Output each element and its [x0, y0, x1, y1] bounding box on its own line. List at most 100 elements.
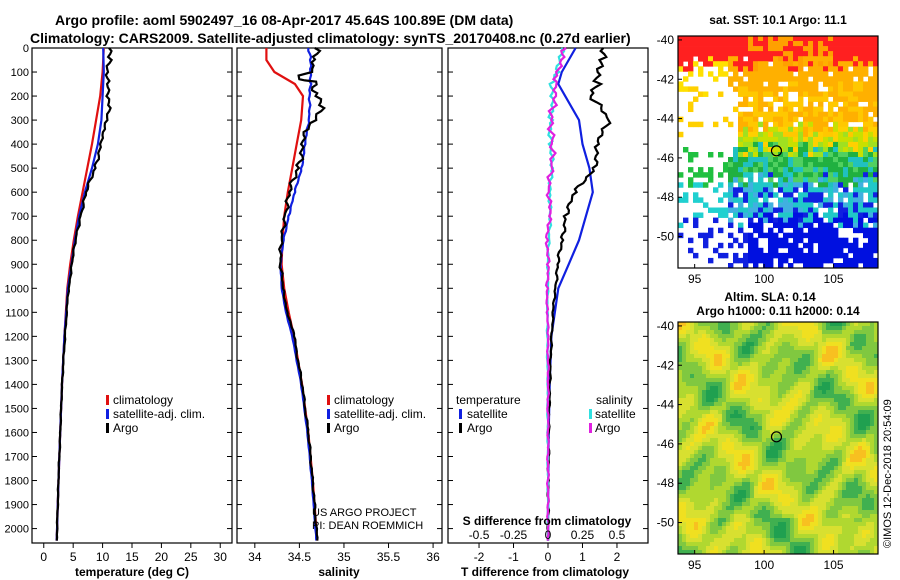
sla-map-cell [834, 478, 839, 483]
sla-map-cell [770, 514, 775, 519]
sst-map-cell [788, 76, 794, 82]
sst-map-cell [798, 111, 804, 118]
sla-map-cell [706, 358, 711, 363]
sst-map-cell [858, 172, 864, 178]
sla-map-cell [762, 378, 767, 383]
sst-map-cell [868, 41, 874, 47]
sla-map-cell [762, 542, 767, 547]
sla-map-cell [786, 534, 791, 539]
sla-map-cell [834, 346, 839, 351]
sla-map-cell [746, 346, 751, 351]
sla-map-cell [762, 422, 767, 427]
sst-map-cell [803, 257, 809, 264]
sla-map-cell [722, 358, 727, 363]
sla-map-cell [858, 338, 863, 343]
sla-map-cell [862, 450, 867, 455]
sst-map-cell [798, 232, 804, 239]
sla-map-cell [718, 534, 723, 539]
sla-map-cell [706, 498, 711, 503]
sla-map-cell [686, 494, 691, 499]
sst-map-cell [858, 41, 864, 47]
sla-map-cell [694, 362, 699, 367]
sla-map-cell [858, 462, 863, 467]
sst-map-cell [743, 126, 749, 133]
sst-map-cell [728, 187, 734, 193]
sla-map-cell [874, 538, 879, 543]
sla-map-cell [742, 382, 747, 387]
sla-map-cell [750, 530, 755, 535]
sla-map-cell [766, 406, 771, 411]
sla-map-cell [686, 358, 691, 363]
sst-map-cell [793, 36, 799, 42]
sla-map-cell [838, 354, 843, 359]
sla-map-cell [738, 358, 743, 363]
sla-map-cell [874, 430, 879, 435]
sst-map-cell [773, 157, 779, 163]
sla-map-cell [734, 426, 739, 431]
sla-map-cell [814, 330, 819, 335]
sla-map-cell [702, 526, 707, 531]
sst-map-cell [848, 126, 854, 133]
sla-map-cell [726, 442, 731, 447]
sla-map-cell [774, 422, 779, 427]
sla-map-cell [814, 550, 819, 555]
sla-map-cell [726, 350, 731, 355]
sla-map-cell [706, 526, 711, 531]
sla-map-cell [678, 342, 683, 347]
sla-map-cell [754, 430, 759, 435]
sst-map-cell [803, 197, 809, 203]
sla-map-cell [754, 366, 759, 371]
sst-map-cell [693, 197, 699, 203]
sla-map-cell [810, 322, 815, 327]
sla-map-cell [870, 402, 875, 407]
sla-map-cell [834, 322, 839, 327]
sla-map-cell [802, 530, 807, 535]
sst-map-cell [853, 61, 859, 67]
sla-map-cell [754, 370, 759, 375]
sla-map-cell [790, 546, 795, 551]
sst-map-cell [818, 217, 824, 224]
sst-map-cell [728, 56, 734, 62]
sla-map-cell [730, 394, 735, 399]
sla-map-cell [738, 458, 743, 463]
sst-map-cell [778, 162, 784, 168]
sla-map-cell [842, 426, 847, 431]
sla-map-cell [834, 490, 839, 495]
sla-map-cell [822, 498, 827, 503]
sst-map-cell [833, 51, 839, 57]
sla-map-cell [862, 538, 867, 543]
sla-map-cell [782, 378, 787, 383]
sla-map-cell [714, 478, 719, 483]
sla-map-cell [730, 522, 735, 527]
sla-map-cell [738, 486, 743, 491]
sla-map-cell [834, 542, 839, 547]
sla-map-cell [750, 338, 755, 343]
sla-map-cell [870, 450, 875, 455]
sla-map-cell [798, 326, 803, 331]
sst-map-cell [823, 202, 829, 208]
sla-map-cell [690, 522, 695, 527]
sst-map-cell [758, 162, 764, 168]
sla-map-cell [830, 470, 835, 475]
sla-map-cell [694, 322, 699, 327]
sla-map-cell [862, 398, 867, 403]
sla-map-cell [818, 414, 823, 419]
sla-map-cell [790, 374, 795, 379]
sla-map-cell [810, 414, 815, 419]
sla-map-cell [754, 534, 759, 539]
sst-map-cell [778, 76, 784, 82]
sst-map-cell [853, 252, 859, 259]
sst-map-cell [843, 41, 849, 47]
sla-map-cell [838, 430, 843, 435]
sla-map-cell [698, 358, 703, 363]
sst-map-cell [778, 56, 784, 62]
sla-map-cell [818, 478, 823, 483]
sla-map-cell [766, 462, 771, 467]
sla-map-cell [810, 490, 815, 495]
sla-map-cell [690, 470, 695, 475]
sla-map-cell [862, 486, 867, 491]
sla-map-cell [690, 514, 695, 519]
sla-map-cell [786, 526, 791, 531]
sla-map-cell [770, 494, 775, 499]
sla-map-cell [730, 534, 735, 539]
